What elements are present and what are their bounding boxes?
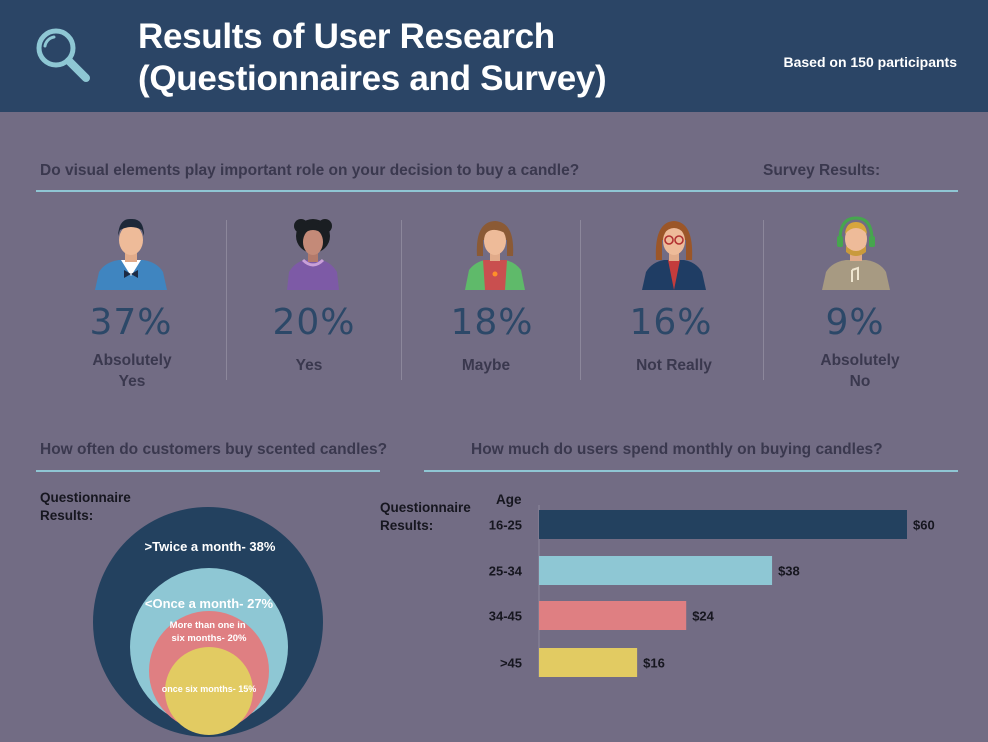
survey-percent-not-really: 16% xyxy=(629,302,713,343)
circle-label-once-six-months: once six months- 15% xyxy=(162,684,257,694)
column-divider xyxy=(226,220,227,380)
spending-divider xyxy=(424,470,958,472)
bar-16-25 xyxy=(539,510,907,539)
circle-once-six-months xyxy=(165,647,253,735)
frequency-circles-chart: >Twice a month- 38% <Once a month- 27% M… xyxy=(93,507,323,737)
survey-divider xyxy=(36,190,958,192)
column-divider xyxy=(401,220,402,380)
survey-percent-maybe: 18% xyxy=(450,302,534,343)
page-title: Results of User Research (Questionnaires… xyxy=(138,16,607,100)
spending-results-label: Questionnaire Results: xyxy=(380,500,471,533)
header-banner: Results of User Research (Questionnaires… xyxy=(0,0,988,112)
woman-brown-hair-avatar-icon xyxy=(465,221,525,290)
page-title-line2: (Questionnaires and Survey) xyxy=(138,59,607,98)
spending-question: How much do users spend monthly on buyin… xyxy=(471,441,883,458)
circle-label-six-months-line2: six months- 20% xyxy=(172,633,248,644)
survey-label-yes: Yes xyxy=(295,357,323,374)
bar-category-label: 16-25 xyxy=(489,518,522,533)
participants-note: Based on 150 participants xyxy=(783,54,957,70)
bar-25-34 xyxy=(539,556,773,585)
man-headphones-avatar-icon xyxy=(822,216,890,290)
magnifier-icon xyxy=(36,28,90,82)
survey-label-not-really: Not Really xyxy=(636,357,712,374)
column-divider xyxy=(763,220,764,380)
bar-value-label: $24 xyxy=(692,609,714,624)
bar-value-label: $60 xyxy=(913,518,935,533)
circle-label-six-months-line1: More than one in xyxy=(170,620,246,631)
woman-glasses-avatar-icon xyxy=(642,221,706,290)
circle-label-six-months: More than one in six months- 20% xyxy=(170,620,249,644)
woman-curly-avatar-icon xyxy=(287,219,339,290)
survey-label-absolutely-yes: Absolutely Yes xyxy=(92,352,172,390)
column-divider xyxy=(580,220,581,380)
bar-34-45 xyxy=(539,601,687,630)
survey-percent-yes: 20% xyxy=(272,302,356,343)
bar-category-label: 34-45 xyxy=(489,609,522,624)
survey-percent-absolutely-no: 9% xyxy=(825,302,885,343)
survey-percent-absolutely-yes: 37% xyxy=(89,302,173,343)
bar->45 xyxy=(539,648,638,677)
survey-label-absolutely-no: Absolutely No xyxy=(820,352,900,390)
circle-label-twice-a-month: >Twice a month- 38% xyxy=(145,539,276,554)
survey-results-label: Survey Results: xyxy=(763,162,881,179)
survey-question: Do visual elements play important role o… xyxy=(40,162,580,179)
frequency-divider xyxy=(36,470,380,472)
page-title-line1: Results of User Research xyxy=(138,17,555,56)
frequency-results-label: Questionnaire Results: xyxy=(40,490,131,523)
bar-value-label: $38 xyxy=(778,564,800,579)
spending-bar-chart: 16-25 $60 25-34 $38 34-45 $24 >45 $16 xyxy=(489,505,935,677)
bar-category-label: >45 xyxy=(500,656,522,671)
circle-label-once-a-month: <Once a month- 27% xyxy=(145,596,274,611)
bar-value-label: $16 xyxy=(643,656,665,671)
frequency-question: How often do customers buy scented candl… xyxy=(40,441,388,458)
man-bowtie-avatar-icon xyxy=(95,218,167,290)
bar-category-label: 25-34 xyxy=(489,564,523,579)
age-axis-label: Age xyxy=(496,492,522,507)
survey-label-maybe: Maybe xyxy=(461,357,511,374)
